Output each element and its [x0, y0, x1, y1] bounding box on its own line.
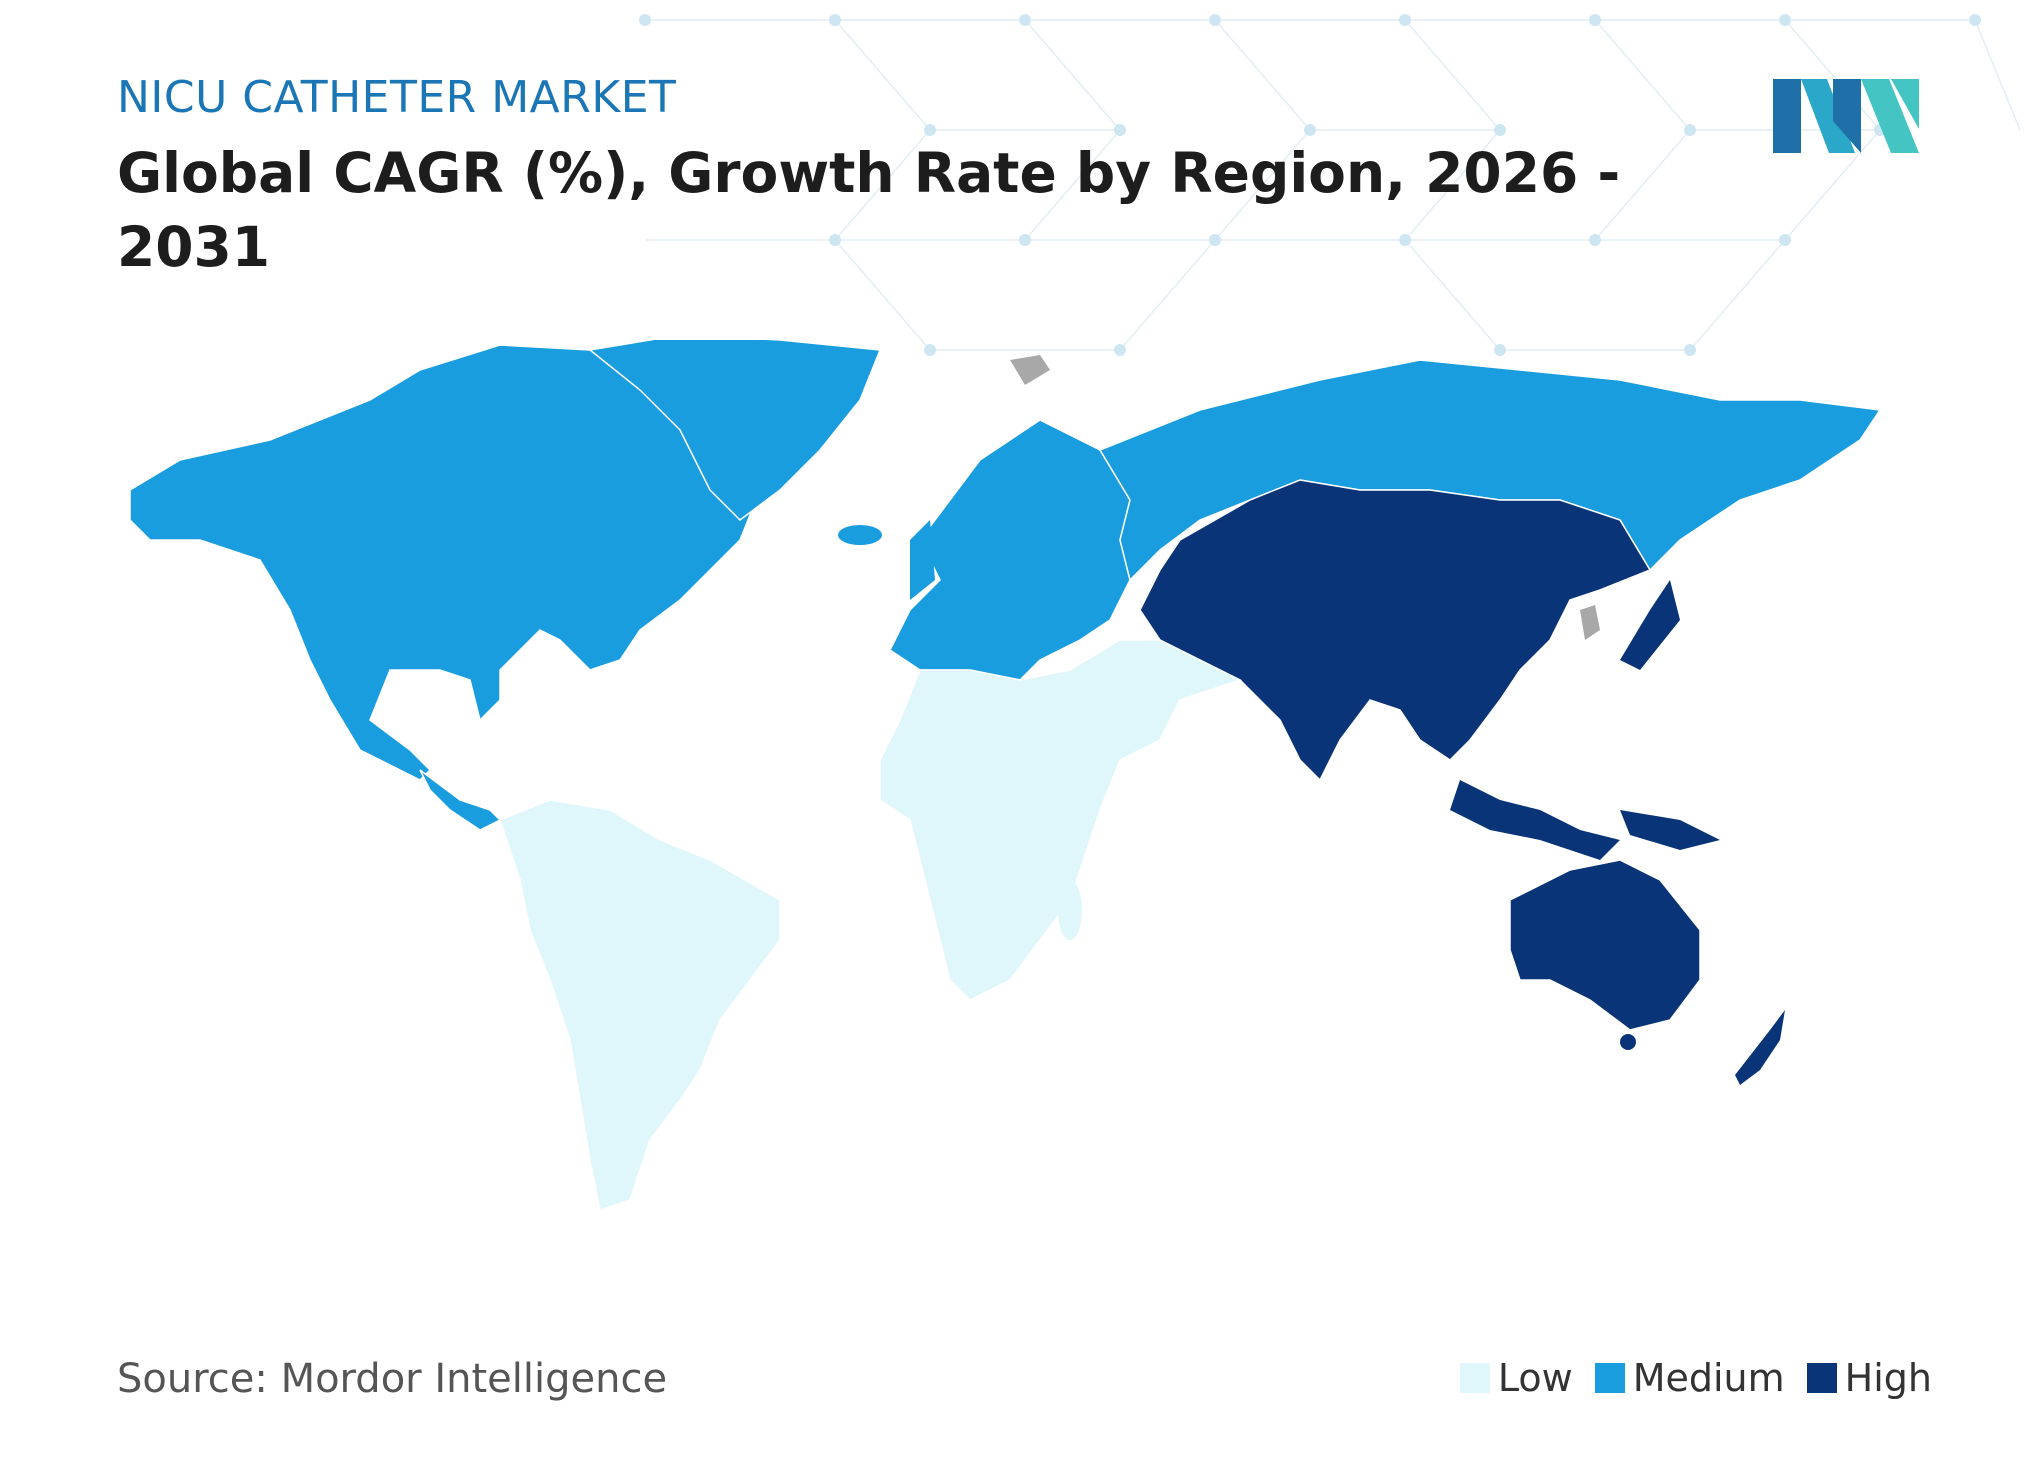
chart-title: Global CAGR (%), Growth Rate by Region, … [117, 141, 1621, 279]
world-map [129, 340, 1882, 1211]
legend-item-medium: Medium [1594, 1356, 1785, 1400]
region-tasmania[interactable] [1620, 1034, 1636, 1050]
legend: Low Medium High [1438, 1356, 1932, 1400]
region-greenland[interactable] [588, 340, 882, 521]
region-svalbard [1010, 355, 1050, 385]
legend-label-low: Low [1497, 1356, 1573, 1400]
region-iceland[interactable] [838, 525, 882, 545]
region-korea [1580, 605, 1600, 640]
legend-swatch-low [1459, 1363, 1490, 1393]
region-asia-pacific[interactable] [1139, 479, 1652, 782]
region-australia[interactable] [1509, 859, 1701, 1031]
legend-label-medium: Medium [1632, 1356, 1785, 1400]
legend-item-low: Low [1459, 1356, 1573, 1400]
legend-swatch-high [1806, 1363, 1837, 1393]
region-central-america[interactable] [419, 769, 502, 831]
region-europe[interactable] [889, 419, 1131, 681]
legend-swatch-medium [1594, 1363, 1625, 1393]
region-madagascar[interactable] [1058, 880, 1082, 940]
region-japan[interactable] [1620, 580, 1680, 670]
region-south-america[interactable] [499, 799, 781, 1211]
legend-item-high: High [1806, 1356, 1932, 1400]
region-new-guinea[interactable] [1620, 810, 1720, 850]
region-middle-east-africa[interactable] [879, 639, 1242, 1001]
region-southeast-asia[interactable] [1450, 780, 1620, 860]
source-note: Source: Mordor Intelligence [117, 1356, 668, 1402]
mordor-logo-icon [1773, 79, 1919, 153]
region-new-zealand[interactable] [1735, 1010, 1785, 1085]
market-eyebrow: NICU CATHETER MARKET [117, 72, 677, 123]
background-network-pattern [639, 14, 2021, 356]
legend-label-high: High [1844, 1356, 1932, 1400]
region-uk[interactable] [910, 520, 935, 600]
